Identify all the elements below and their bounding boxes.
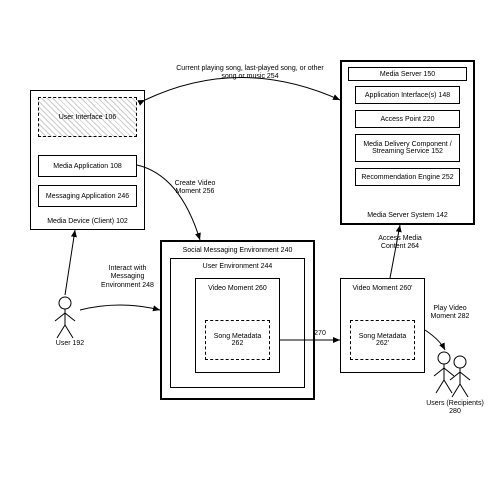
user-icon <box>50 295 80 340</box>
messaging-app-box: Messaging Application 246 <box>38 185 137 207</box>
app-interface-box: Application Interface(s) 148 <box>355 86 460 104</box>
media-device-title: Media Device (Client) 102 <box>47 218 128 227</box>
access-point-box: Access Point 220 <box>355 110 460 128</box>
recipients-icon <box>430 350 475 400</box>
delivery-box: Media Delivery Component / Streaming Ser… <box>355 134 460 162</box>
media-app-box: Media Application 108 <box>38 155 137 177</box>
app-if-label: Application Interface(s) 148 <box>365 92 450 99</box>
user-env-label: User Environment 244 <box>203 261 273 270</box>
user-label: User 192 <box>45 340 95 348</box>
vm2-label: Video Moment 260' <box>353 281 413 292</box>
server-title: Media Server System 142 <box>367 212 448 221</box>
media-app-label: Media Application 108 <box>53 163 122 170</box>
vm1-label: Video Moment 260 <box>208 281 267 292</box>
arrow270-label: 270 <box>310 330 330 338</box>
song-metadata-2: Song Metadata 262' <box>350 320 415 360</box>
song-metadata-1: Song Metadata 262 <box>205 320 270 360</box>
interact-label: Interact with Messaging Environment 248 <box>100 265 155 290</box>
current-song-label: Current playing song, last-played song, … <box>175 65 325 82</box>
server-header-label: Media Server 150 <box>380 71 435 78</box>
recipients-label: Users (Recipients) 280 <box>420 400 490 417</box>
server-header: Media Server 150 <box>348 67 467 81</box>
ui-label: User Interface 106 <box>59 114 117 121</box>
rec-engine-box: Recommendation Engine 252 <box>355 168 460 186</box>
user-interface-box: User Interface 106 <box>38 97 137 137</box>
access-media-label: Access Media Content 264 <box>365 235 435 252</box>
rec-engine-label: Recommendation Engine 252 <box>361 174 453 181</box>
msg-app-label: Messaging Application 246 <box>46 193 129 200</box>
create-vm-label: Create Video Moment 256 <box>165 180 225 197</box>
play-vm-label: Play Video Moment 282 <box>425 305 475 322</box>
delivery-label: Media Delivery Component / Streaming Ser… <box>358 141 457 155</box>
meta1-label: Song Metadata 262 <box>208 333 267 347</box>
meta2-label: Song Metadata 262' <box>353 333 412 347</box>
social-title: Social Messaging Environment 240 <box>183 244 293 254</box>
access-pt-label: Access Point 220 <box>380 116 434 123</box>
